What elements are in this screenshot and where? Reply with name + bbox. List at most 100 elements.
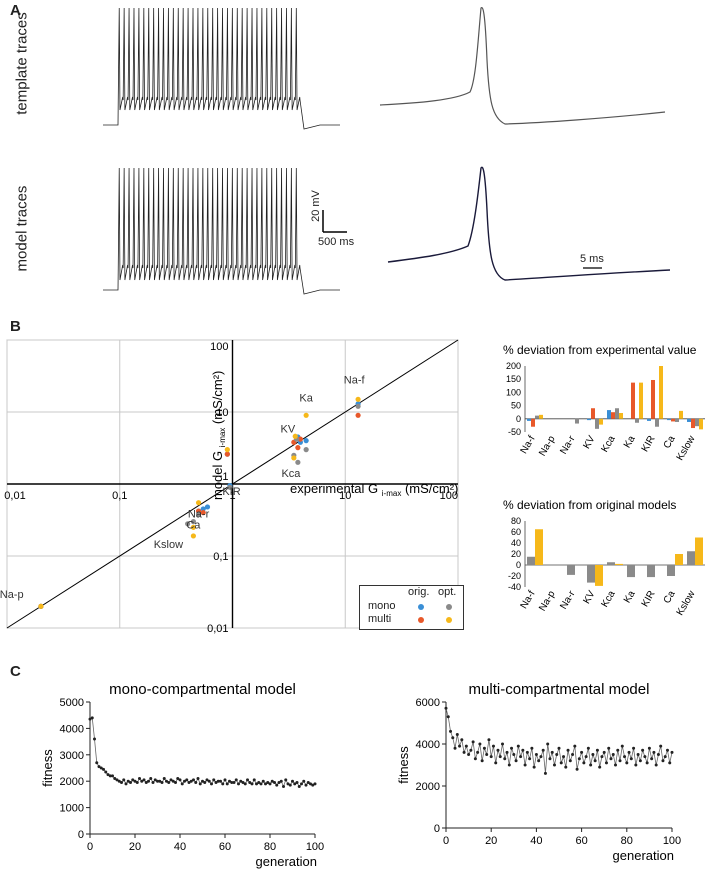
line-y-axis-label: fitness bbox=[40, 749, 55, 787]
fitness-point bbox=[550, 750, 554, 754]
line-x-tick-label: 0 bbox=[87, 841, 93, 853]
fitness-point bbox=[295, 781, 299, 785]
fitness-point bbox=[555, 753, 559, 756]
bar bbox=[607, 562, 615, 565]
fitness-point bbox=[471, 740, 475, 744]
line-chart-title: multi-compartmental model bbox=[469, 681, 650, 698]
scatter-point bbox=[38, 603, 44, 609]
bar-y-tick-label: 40 bbox=[511, 538, 521, 548]
scatter-point bbox=[303, 412, 309, 418]
fitness-point bbox=[230, 781, 234, 785]
fitness-point bbox=[514, 759, 518, 763]
fitness-point bbox=[205, 778, 209, 782]
bar-y-tick-label: 100 bbox=[506, 387, 521, 397]
fitness-point bbox=[183, 779, 186, 783]
line-y-tick-label: 4000 bbox=[60, 723, 84, 735]
scatter-x-tick-label: 1 bbox=[229, 490, 235, 502]
scatter-channel-label: Ka bbox=[299, 392, 313, 404]
fitness-point bbox=[480, 759, 484, 763]
bar-category-label: Kslow bbox=[675, 433, 698, 462]
fitness-point bbox=[270, 779, 274, 783]
fitness-point bbox=[650, 757, 654, 761]
scatter-channel-label: Ca bbox=[186, 520, 201, 532]
fitness-point bbox=[219, 779, 222, 783]
fitness-point bbox=[618, 759, 622, 763]
fitness-point bbox=[178, 778, 182, 782]
bar-category-label: KV bbox=[581, 434, 597, 451]
bar-y-tick-label: 0 bbox=[516, 414, 521, 424]
line-x-tick-label: 0 bbox=[443, 835, 449, 847]
line-x-axis-label: generation bbox=[613, 848, 674, 863]
time-scale-label-long: 500 ms bbox=[318, 236, 355, 248]
fitness-point bbox=[494, 761, 498, 765]
fitness-point bbox=[645, 761, 649, 765]
fitness-point bbox=[507, 763, 511, 767]
fitness-point bbox=[485, 753, 489, 756]
line-y-tick-label: 0 bbox=[434, 823, 440, 835]
scatter-point bbox=[227, 484, 233, 490]
panel-c-label: C bbox=[10, 663, 21, 680]
fitness-point bbox=[126, 779, 130, 783]
scatter-point bbox=[355, 403, 361, 409]
fitness-point bbox=[620, 744, 624, 748]
fitness-point bbox=[277, 781, 281, 785]
fitness-point bbox=[102, 767, 105, 771]
fitness-point bbox=[638, 759, 642, 763]
scatter-point bbox=[295, 445, 301, 451]
fitness-point bbox=[530, 746, 534, 750]
fitness-point bbox=[120, 781, 123, 785]
fitness-point bbox=[616, 748, 620, 752]
fitness-point bbox=[153, 778, 157, 782]
fitness-point bbox=[464, 744, 468, 748]
bar bbox=[639, 382, 643, 419]
scatter-x-tick-label: 100 bbox=[440, 490, 458, 502]
fitness-point bbox=[568, 759, 572, 763]
fitness-point bbox=[449, 729, 453, 733]
fitness-point bbox=[156, 779, 159, 783]
fitness-point bbox=[194, 781, 198, 785]
fitness-point bbox=[496, 748, 500, 752]
bar-y-tick-label: -50 bbox=[508, 427, 521, 437]
fitness-point bbox=[196, 777, 200, 781]
line-x-tick-label: 20 bbox=[129, 841, 141, 853]
line-x-tick-label: 40 bbox=[530, 835, 542, 847]
fitness-point bbox=[482, 746, 486, 750]
fitness-point bbox=[510, 746, 514, 750]
line-x-tick-label: 20 bbox=[485, 835, 497, 847]
bar bbox=[651, 379, 655, 419]
line-x-axis-label: generation bbox=[256, 854, 317, 869]
fitness-point bbox=[104, 770, 108, 774]
time-scale-label-short: 5 ms bbox=[580, 253, 604, 265]
fitness-point bbox=[525, 750, 529, 754]
fitness-point bbox=[595, 748, 599, 752]
bar bbox=[675, 418, 679, 422]
scatter-point bbox=[224, 447, 230, 453]
mono-fitness-chart: mono-compartmental model5000400030002000… bbox=[40, 681, 324, 869]
bar-y-tick-label: -20 bbox=[508, 571, 521, 581]
fitness-point bbox=[577, 757, 581, 761]
fitness-point bbox=[160, 781, 164, 785]
scatter-y-label-main: model G bbox=[210, 447, 225, 500]
scatter-point bbox=[355, 412, 361, 418]
panel-a-traces bbox=[103, 7, 671, 295]
fitness-point bbox=[534, 753, 538, 756]
fitness-point bbox=[557, 746, 561, 750]
bar bbox=[591, 408, 595, 419]
fitness-point bbox=[598, 765, 602, 769]
fitness-point bbox=[559, 761, 563, 765]
bar bbox=[567, 565, 575, 575]
scatter-point bbox=[185, 521, 191, 527]
fitness-point bbox=[279, 779, 283, 783]
scatter-y-tick-label: 100 bbox=[210, 341, 228, 353]
fitness-point bbox=[167, 781, 171, 785]
bar-y-tick-label: 200 bbox=[506, 361, 521, 371]
scatter-y-tick-label: 10 bbox=[216, 407, 228, 419]
fitness-point bbox=[589, 763, 593, 767]
bar-category-label: Ka bbox=[622, 434, 638, 450]
fitness-point bbox=[564, 765, 568, 769]
bar-category-label: Ka bbox=[622, 589, 638, 605]
fitness-point bbox=[614, 763, 617, 767]
scatter-point bbox=[292, 433, 298, 439]
bar-chart-title: % deviation from original models bbox=[503, 498, 676, 512]
fitness-point bbox=[539, 755, 543, 759]
